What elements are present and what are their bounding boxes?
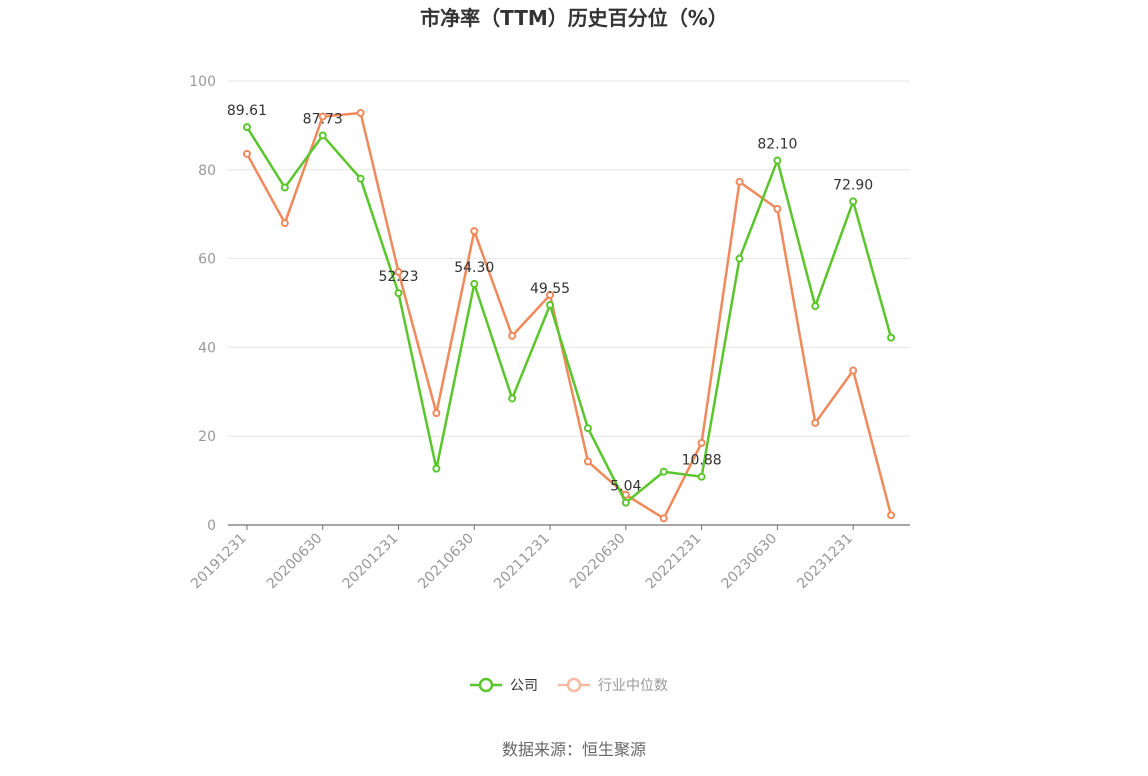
data-point-s1-6[interactable] (470, 227, 479, 236)
data-point-s0-13[interactable] (735, 254, 744, 263)
y-tick-label: 60 (198, 252, 216, 268)
data-point-s1-5[interactable] (432, 409, 441, 418)
data-label: 87.73 (303, 111, 343, 127)
data-label: 52.23 (378, 269, 418, 285)
data-point-s0-11[interactable] (659, 467, 668, 476)
data-point-s0-4[interactable] (394, 289, 403, 298)
data-point-s0-12[interactable] (697, 472, 706, 481)
data-label: 49.55 (530, 281, 570, 297)
data-label: 10.88 (682, 453, 722, 469)
series-layer (242, 108, 896, 523)
y-tick-label: 20 (198, 429, 216, 445)
series-line-0 (245, 126, 893, 504)
data-label: 89.61 (227, 103, 267, 119)
data-point-s1-4[interactable] (394, 267, 403, 276)
x-tick-label: 20220630 (567, 531, 629, 593)
source-note: 数据来源：恒生聚源 (502, 740, 646, 759)
x-tick-label: 20230630 (719, 531, 781, 593)
x-tick-label: 20201231 (340, 531, 402, 593)
legend: 公司 行业中位数 (470, 677, 668, 694)
x-tick-label: 20211231 (491, 531, 553, 593)
data-point-s0-1[interactable] (280, 183, 289, 192)
legend-label-industry: 行业中位数 (598, 678, 668, 694)
y-tick-label: 40 (198, 340, 216, 356)
data-point-s1-11[interactable] (659, 514, 668, 523)
data-point-s0-6[interactable] (470, 279, 479, 288)
data-point-s1-8[interactable] (546, 291, 555, 300)
data-point-s1-14[interactable] (773, 204, 782, 213)
data-point-s0-8[interactable] (546, 300, 555, 309)
data-point-s0-15[interactable] (811, 302, 820, 311)
data-point-s1-16[interactable] (849, 366, 858, 375)
data-point-s0-2[interactable] (318, 131, 327, 140)
data-point-s1-7[interactable] (508, 331, 517, 340)
data-point-s1-9[interactable] (583, 457, 592, 466)
data-point-s0-7[interactable] (508, 394, 517, 403)
data-point-s0-17[interactable] (887, 333, 896, 342)
data-point-s0-3[interactable] (356, 174, 365, 183)
data-point-s1-2[interactable] (318, 112, 327, 121)
data-label: 5.04 (610, 479, 641, 495)
legend-item-company[interactable]: 公司 (470, 677, 538, 694)
x-tick-label: 20191231 (188, 531, 250, 593)
data-point-s1-17[interactable] (887, 511, 896, 520)
data-point-s1-12[interactable] (697, 438, 706, 447)
legend-label-company: 公司 (510, 678, 538, 694)
data-point-s1-15[interactable] (811, 418, 820, 427)
data-point-s0-5[interactable] (432, 464, 441, 473)
data-point-s0-16[interactable] (849, 197, 858, 206)
x-tick-label: 20200630 (264, 531, 326, 593)
series-line-1 (245, 111, 893, 520)
y-tick-label: 0 (207, 518, 216, 534)
grid (228, 80, 910, 437)
x-tick-label: 20231231 (794, 531, 856, 593)
data-point-s1-1[interactable] (280, 219, 289, 228)
y-tick-label: 100 (189, 74, 216, 90)
data-label: 54.30 (454, 260, 494, 276)
data-point-s0-0[interactable] (242, 123, 251, 132)
x-tick-label: 20221231 (643, 531, 705, 593)
data-point-s1-0[interactable] (242, 149, 251, 158)
data-labels: 89.61 87.73 52.23 54.30 49.55 5.04 10.88 82.10 7… (227, 103, 873, 494)
data-point-s1-13[interactable] (735, 177, 744, 186)
data-point-s0-10[interactable] (621, 498, 630, 507)
data-point-s0-14[interactable] (773, 156, 782, 165)
data-label: 82.10 (757, 136, 797, 152)
x-tick-label: 20210630 (415, 531, 477, 593)
legend-item-industry[interactable]: 行业中位数 (558, 677, 668, 694)
chart-title: 市净率（TTM）历史百分位（%） (420, 6, 728, 30)
y-tick-label: 80 (198, 163, 216, 179)
data-point-s1-3[interactable] (356, 108, 365, 117)
data-label: 72.90 (833, 177, 873, 193)
data-point-s0-9[interactable] (583, 424, 592, 433)
